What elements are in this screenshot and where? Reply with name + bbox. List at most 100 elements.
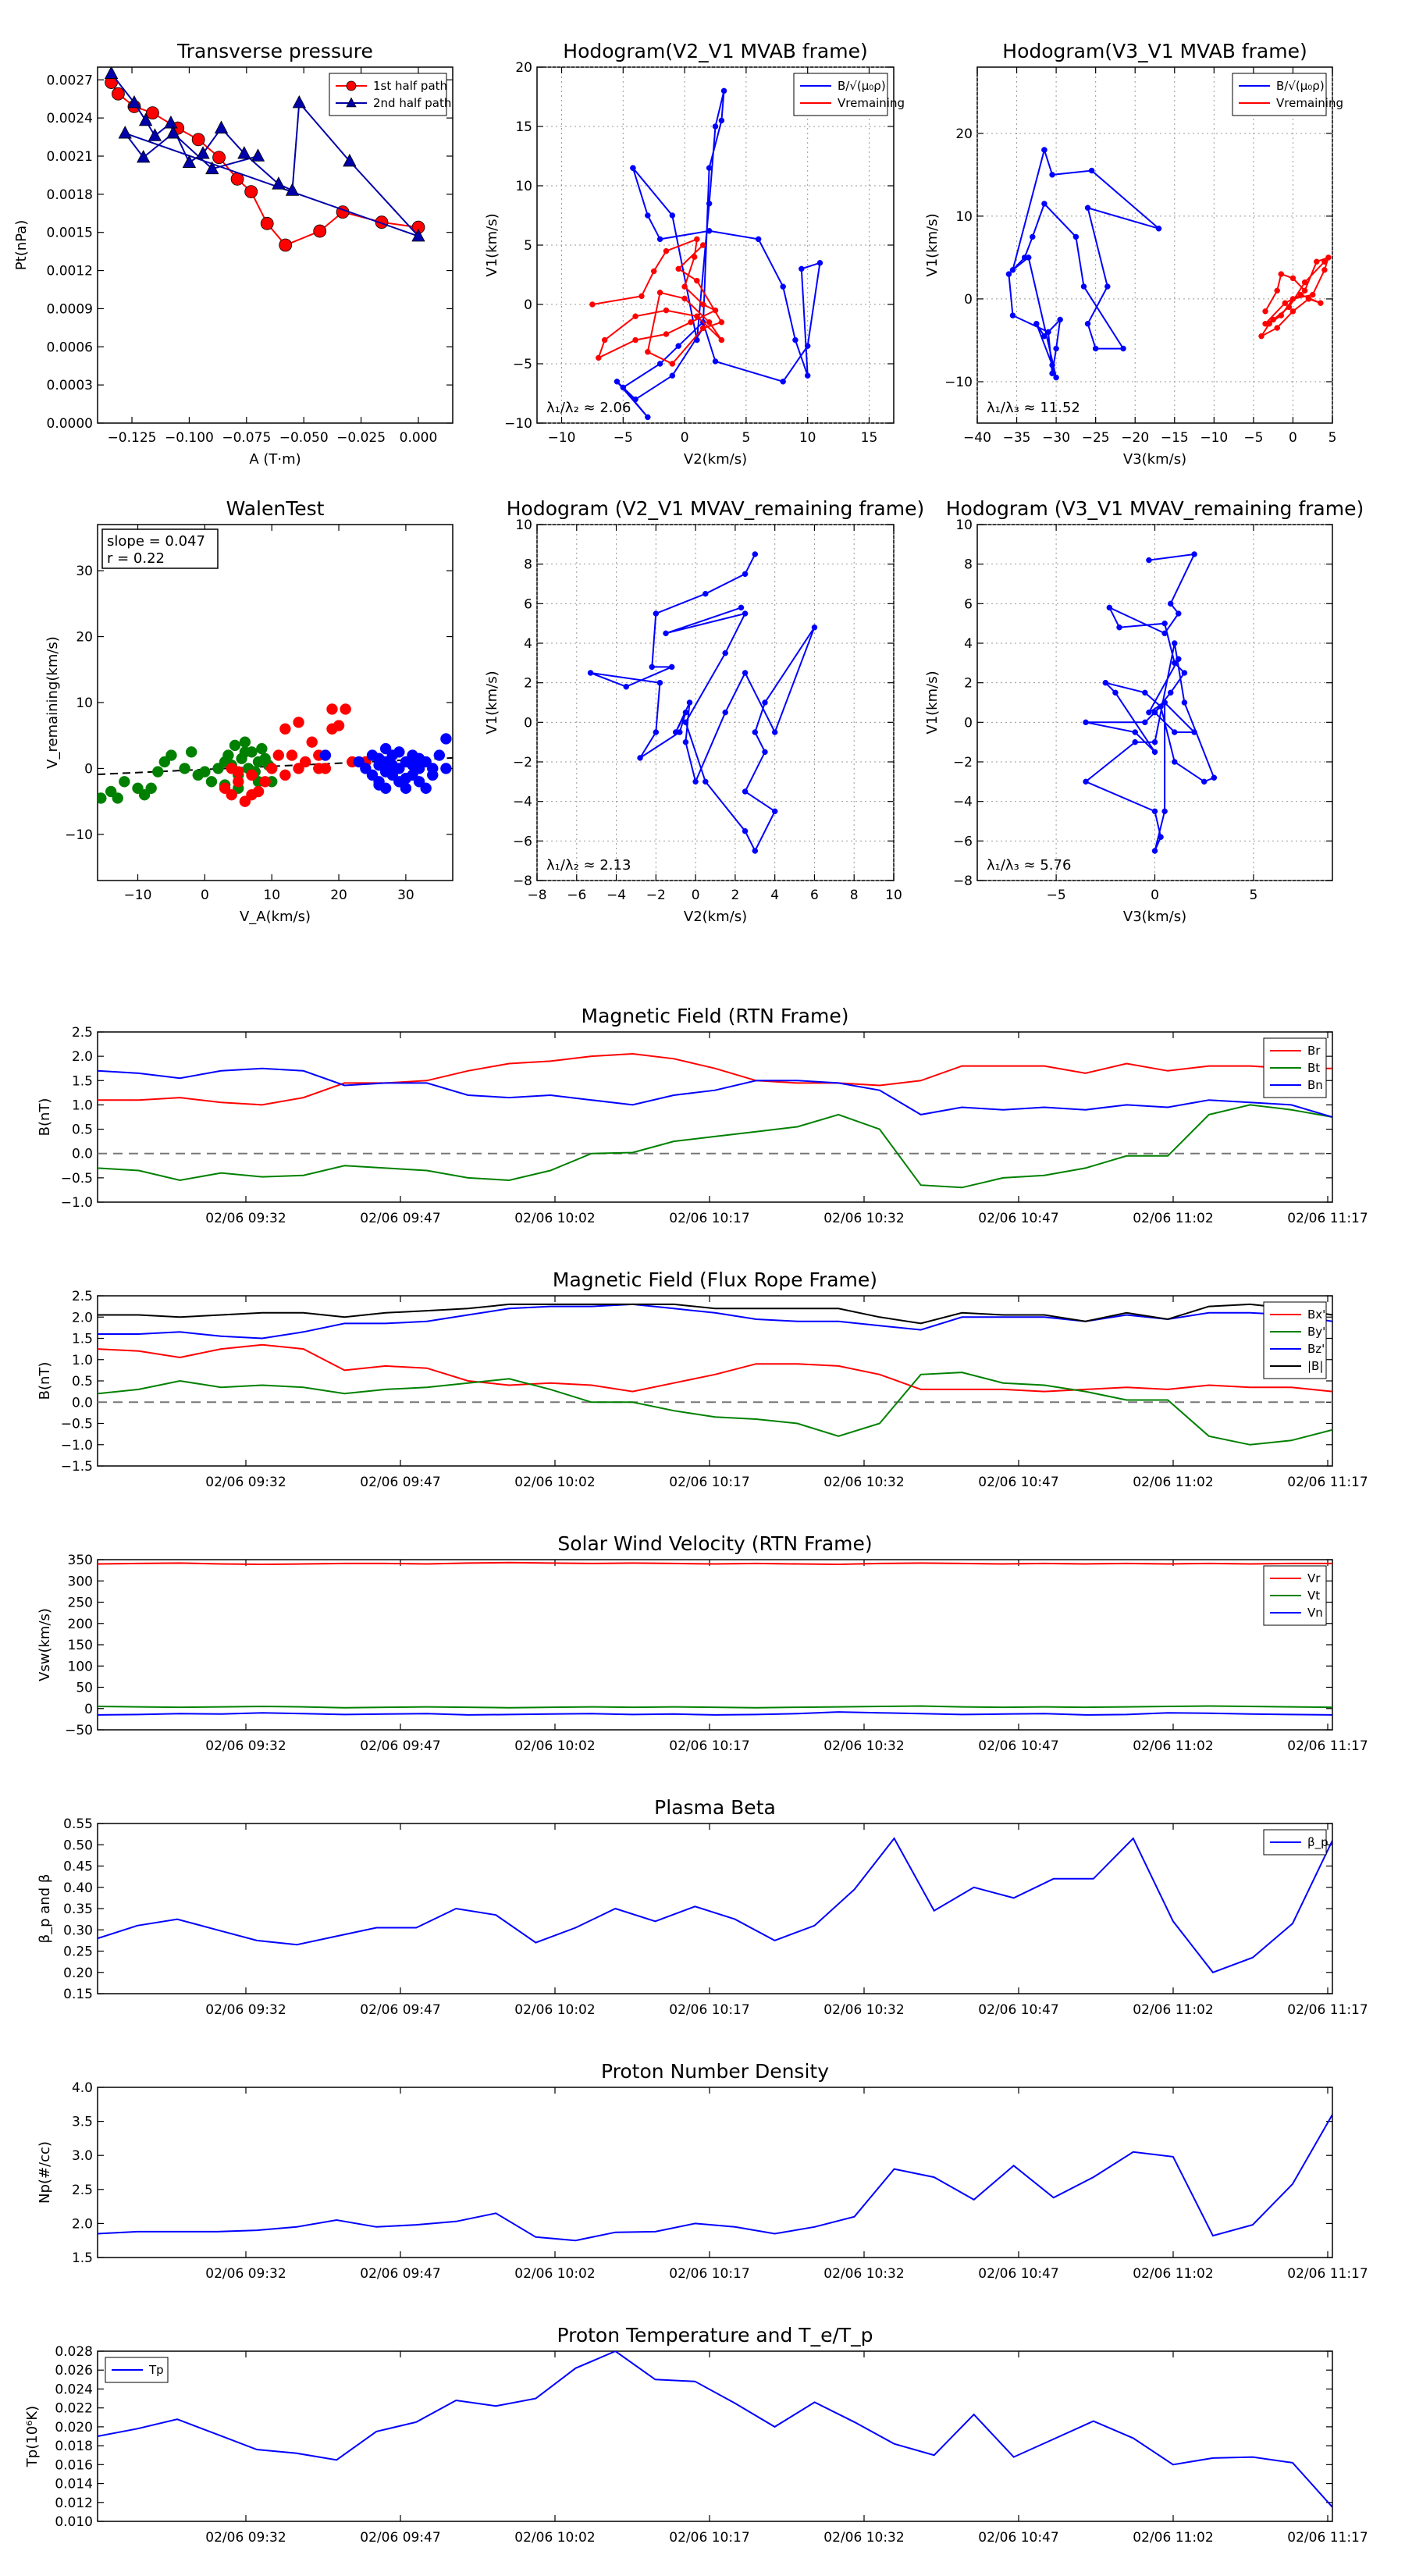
x-tick-label: 02/06 09:32 bbox=[205, 1211, 286, 1226]
x-tick-label: 02/06 09:32 bbox=[205, 2002, 286, 2018]
data-point bbox=[279, 723, 291, 735]
data-point bbox=[239, 736, 251, 748]
y-tick-label: 0.024 bbox=[55, 2382, 93, 2397]
x-tick-label: 02/06 10:32 bbox=[823, 1475, 904, 1490]
data-point bbox=[1151, 709, 1158, 716]
series-line bbox=[98, 2351, 1332, 2508]
data-point bbox=[164, 115, 178, 129]
y-tick-label: −50 bbox=[65, 1723, 93, 1738]
y-tick-label: 0 bbox=[964, 715, 973, 731]
x-tick-label: 02/06 10:17 bbox=[669, 2530, 749, 2546]
y-tick-label: 0.0018 bbox=[47, 187, 93, 203]
x-tick-label: −0.025 bbox=[336, 430, 386, 446]
data-point bbox=[669, 212, 676, 219]
legend-box bbox=[329, 73, 447, 116]
data-point bbox=[799, 265, 805, 272]
series-line bbox=[98, 1067, 1332, 1118]
data-point bbox=[1005, 271, 1012, 277]
annotation: λ₁/λ₃ ≈ 11.52 bbox=[987, 400, 1080, 416]
data-point bbox=[333, 720, 345, 731]
data-point bbox=[1325, 254, 1332, 261]
y-tick-label: −1.5 bbox=[61, 1459, 93, 1475]
data-point bbox=[1142, 689, 1148, 696]
y-tick-label: −5 bbox=[513, 357, 532, 372]
x-tick-label: 02/06 11:02 bbox=[1133, 1211, 1213, 1226]
y-tick-label: 1.5 bbox=[72, 2250, 93, 2266]
x-axis-label: A (T·m) bbox=[249, 451, 301, 468]
y-tick-label: 350 bbox=[68, 1553, 93, 1568]
x-axis-label: V2(km/s) bbox=[684, 451, 747, 468]
y-tick-label: −4 bbox=[953, 795, 973, 810]
data-point bbox=[706, 201, 713, 207]
data-point bbox=[1112, 689, 1119, 696]
y-tick-label: 2 bbox=[964, 676, 973, 692]
data-point bbox=[1146, 557, 1152, 564]
data-point bbox=[669, 361, 676, 367]
y-tick-label: 0.25 bbox=[63, 1944, 93, 1960]
chart-hodo4: Hodogram (V3_V1 MVAV_remaining frame) −8 −… bbox=[924, 497, 1364, 925]
plot-area bbox=[98, 2114, 1332, 2242]
x-axis-label: V3(km/s) bbox=[1123, 909, 1186, 925]
data-point bbox=[191, 133, 205, 147]
y-tick-label: 0.012 bbox=[55, 2496, 93, 2511]
y-tick-label: −10 bbox=[944, 375, 973, 390]
y-axis-label: β_p and β bbox=[37, 1874, 53, 1944]
chart-hodo2: Hodogram(V3_V1 MVAB frame) −10 0 10 20 −40 −35… bbox=[924, 40, 1343, 468]
y-tick-label: 0 bbox=[964, 292, 973, 308]
plot-area bbox=[587, 551, 818, 854]
data-point bbox=[653, 729, 660, 735]
y-tick-label: 10 bbox=[955, 209, 973, 225]
y-tick-label: 0.0 bbox=[72, 1147, 93, 1162]
data-point bbox=[620, 384, 627, 391]
data-point bbox=[650, 268, 657, 275]
legend-label: 1st half path bbox=[373, 79, 447, 93]
y-tick-label: 0.0003 bbox=[47, 378, 93, 393]
x-tick-label: −0.125 bbox=[108, 430, 157, 446]
data-point bbox=[596, 354, 602, 361]
y-tick-label: −2 bbox=[513, 755, 532, 770]
data-point bbox=[251, 148, 265, 162]
series-line bbox=[98, 1303, 1332, 1340]
x-tick-label: 20 bbox=[330, 888, 347, 903]
data-point bbox=[1083, 778, 1089, 785]
chart-beta: Plasma Beta 0.15 0.20 0.25 0.30 0.35 0.40 0.45 0… bbox=[37, 1796, 1368, 2018]
data-point bbox=[762, 699, 768, 706]
data-point bbox=[699, 301, 706, 308]
data-point bbox=[343, 153, 357, 167]
y-tick-label: 8 bbox=[964, 557, 973, 573]
data-point bbox=[411, 228, 425, 242]
data-point bbox=[1258, 333, 1264, 340]
y-tick-label: 15 bbox=[515, 119, 532, 135]
data-point bbox=[645, 212, 651, 219]
data-point bbox=[762, 749, 768, 756]
chart-title: Plasma Beta bbox=[654, 1796, 776, 1819]
data-point bbox=[681, 295, 688, 302]
data-point bbox=[792, 336, 799, 343]
chart-title: Proton Number Density bbox=[601, 2060, 829, 2083]
plot-area bbox=[589, 87, 823, 421]
data-point bbox=[279, 769, 291, 781]
x-tick-label: 02/06 10:17 bbox=[669, 2002, 749, 2018]
data-point bbox=[1161, 620, 1168, 627]
data-point bbox=[653, 610, 660, 617]
data-point bbox=[675, 265, 681, 272]
y-tick-label: 0.0009 bbox=[47, 301, 93, 317]
data-point bbox=[656, 290, 663, 296]
data-point bbox=[400, 772, 412, 785]
data-point bbox=[373, 753, 385, 765]
y-tick-label: 20 bbox=[955, 126, 973, 142]
plot-frame bbox=[97, 2087, 1333, 2258]
x-tick-label: −5 bbox=[614, 430, 633, 446]
x-tick-label: 02/06 11:02 bbox=[1133, 2266, 1213, 2282]
x-tick-label: 30 bbox=[397, 888, 414, 903]
series-line bbox=[616, 91, 821, 418]
data-point bbox=[712, 123, 719, 130]
legend-label: Tp bbox=[148, 2363, 164, 2377]
data-point bbox=[668, 664, 675, 671]
data-point bbox=[239, 746, 251, 758]
x-tick-label: 8 bbox=[850, 888, 859, 903]
y-tick-label: 2.0 bbox=[72, 1049, 93, 1065]
y-tick-label: 1.0 bbox=[72, 1098, 93, 1113]
data-point bbox=[340, 703, 351, 715]
annotation: λ₁/λ₂ ≈ 2.13 bbox=[546, 857, 631, 873]
